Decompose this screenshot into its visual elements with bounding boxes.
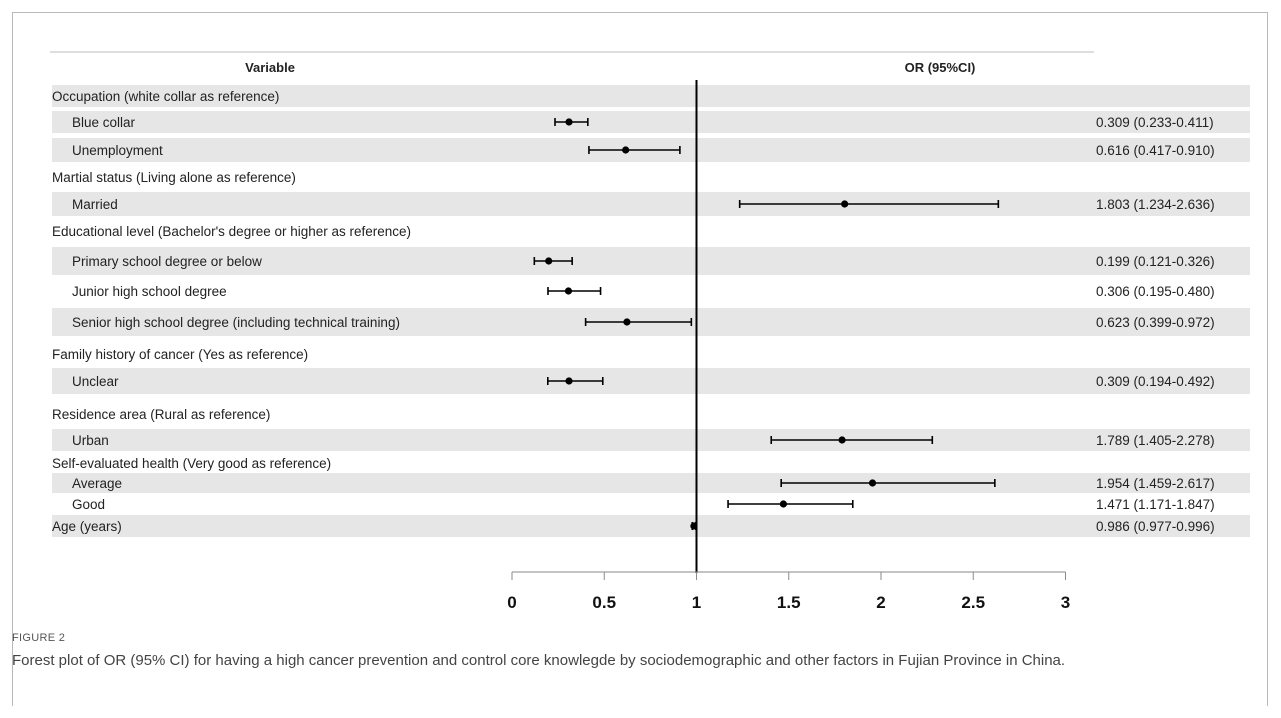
row-label: Good — [72, 497, 105, 512]
figure-frame — [12, 12, 1268, 706]
row-band — [52, 368, 1250, 394]
row-label: Average — [72, 476, 122, 491]
x-axis: 0 0.5 1 1.5 2 2.5 3 — [507, 571, 1070, 612]
or-value: 0.616 (0.417-0.910) — [1096, 143, 1215, 158]
rows-layer: Occupation (white collar as reference) Bl… — [52, 85, 1250, 537]
row-band — [52, 473, 1250, 493]
row-label: Urban — [72, 433, 109, 448]
or-value: 1.954 (1.459-2.617) — [1096, 476, 1215, 491]
or-value: 0.309 (0.194-0.492) — [1096, 374, 1215, 389]
row-band — [52, 515, 1250, 537]
or-value: 1.803 (1.234-2.636) — [1096, 197, 1215, 212]
marks-layer — [533, 80, 1000, 573]
or-value: 0.309 (0.233-0.411) — [1096, 115, 1214, 130]
row-label: Married — [72, 197, 118, 212]
figure-label: FIGURE 2 — [12, 632, 66, 644]
or-point — [841, 200, 849, 208]
group-label: Age (years) — [52, 519, 122, 534]
group-label: Occupation (white collar as reference) — [52, 89, 279, 104]
x-tick-label: 1 — [692, 593, 701, 612]
row-label: Unemployment — [72, 143, 163, 158]
figure-caption: Forest plot of OR (95% CI) for having a … — [12, 652, 1066, 669]
or-point — [545, 257, 553, 265]
x-tick-label: 1.5 — [777, 593, 801, 612]
or-value: 0.623 (0.399-0.972) — [1096, 315, 1215, 330]
group-label: Self-evaluated health (Very good as refe… — [52, 456, 331, 471]
or-point — [622, 146, 630, 154]
or-value: 1.471 (1.171-1.847) — [1096, 497, 1215, 512]
or-header: OR (95%CI) — [905, 60, 976, 75]
row-band — [52, 247, 1250, 275]
x-tick-label: 3 — [1061, 593, 1070, 612]
or-point — [779, 500, 787, 508]
or-value: 0.199 (0.121-0.326) — [1096, 254, 1215, 269]
or-point — [838, 436, 846, 444]
row-label: Blue collar — [72, 115, 136, 130]
x-tick-label: 0.5 — [592, 593, 616, 612]
or-value: 0.986 (0.977-0.996) — [1096, 519, 1215, 534]
group-label: Educational level (Bachelor's degree or … — [52, 224, 411, 239]
or-point — [565, 377, 573, 385]
row-band — [52, 429, 1250, 451]
row-label: Primary school degree or below — [72, 254, 262, 269]
forest-plot: Occupation (white collar as reference) Bl… — [50, 51, 1250, 612]
row-band — [52, 111, 1250, 133]
x-tick-label: 2 — [876, 593, 885, 612]
or-point — [868, 479, 877, 487]
row-band — [52, 85, 1250, 107]
or-value: 0.306 (0.195-0.480) — [1096, 284, 1215, 299]
variable-header: Variable — [245, 60, 295, 75]
x-tick-label: 0 — [507, 593, 516, 612]
or-value: 1.789 (1.405-2.278) — [1096, 433, 1215, 448]
or-point — [623, 318, 631, 326]
group-label: Family history of cancer (Yes as referen… — [52, 347, 308, 362]
row-band — [52, 192, 1250, 216]
row-label: Senior high school degree (including tec… — [72, 315, 400, 330]
row-label: Unclear — [72, 374, 119, 389]
group-label: Residence area (Rural as reference) — [52, 407, 270, 422]
or-point — [565, 118, 573, 126]
or-point — [564, 287, 573, 295]
row-label: Junior high school degree — [72, 284, 227, 299]
x-tick-label: 2.5 — [961, 593, 985, 612]
group-label: Martial status (Living alone as referenc… — [52, 170, 296, 185]
